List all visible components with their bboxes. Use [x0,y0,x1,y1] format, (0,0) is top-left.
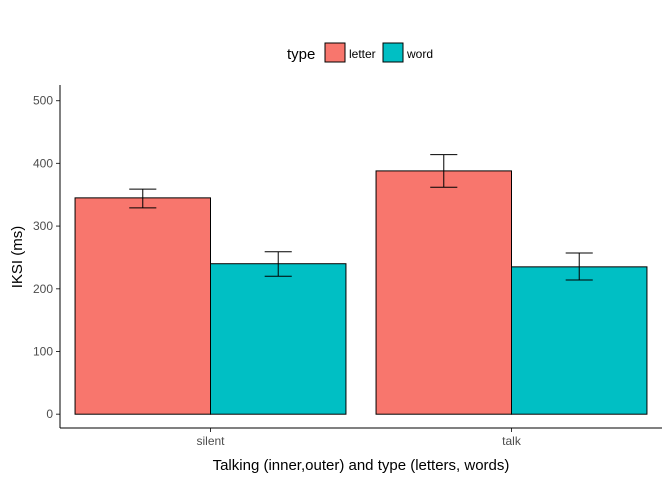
legend: type letter word [287,42,433,63]
y-axis: 0 100 200 300 400 500 [33,94,60,421]
y-axis-title: IKSI (ms) [9,226,26,289]
bar-letter-silent [74,197,211,415]
x-tick-label: talk [502,434,522,448]
y-tick-label: 0 [46,407,53,421]
bars [74,170,648,415]
x-axis-title: Talking (inner,outer) and type (letters,… [213,457,510,474]
bar-word-silent [210,263,347,415]
y-tick-label: 200 [33,282,53,296]
bar-letter-talk [375,170,512,415]
legend-title: type [287,46,315,63]
bar-word-talk [511,266,648,415]
x-tick-label: silent [196,434,225,448]
error-bars [129,154,593,281]
legend-label-word: word [406,47,433,61]
y-tick-label: 400 [33,156,53,170]
legend-key-word [382,42,404,63]
x-axis: silent talk [196,428,522,448]
y-tick-label: 100 [33,344,53,358]
y-tick-label: 500 [33,94,53,108]
legend-label-letter: letter [349,47,376,61]
legend-key-letter [324,42,346,63]
y-tick-label: 300 [33,219,53,233]
